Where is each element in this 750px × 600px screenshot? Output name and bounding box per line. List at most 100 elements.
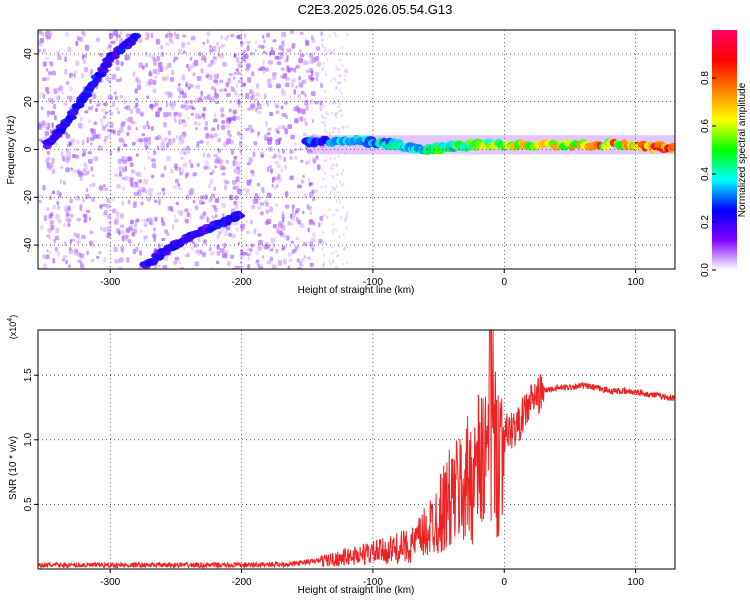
heatmap-cell [324, 242, 327, 246]
heatmap-cell [119, 95, 123, 99]
heatmap-cell [288, 258, 293, 263]
heatmap-cell [177, 112, 182, 118]
heatmap-cell [312, 158, 316, 165]
heatmap-cell [128, 199, 131, 206]
heatmap-cell [228, 73, 234, 77]
heatmap-cell [55, 213, 60, 220]
heatmap-cell [135, 97, 139, 101]
heatmap-cell [287, 265, 290, 269]
heatmap-cell [135, 218, 140, 223]
heatmap-cell [336, 67, 339, 71]
heatmap-cell [91, 132, 94, 137]
heatmap-cell [314, 56, 319, 62]
heatmap-cell [299, 223, 305, 228]
heatmap-cell [276, 83, 281, 89]
heatmap-cell [233, 71, 237, 75]
heatmap-cell [230, 85, 233, 92]
heatmap-cell [233, 168, 236, 174]
heatmap-cell [281, 247, 285, 252]
heatmap-cell [299, 116, 304, 122]
heatmap-cell [271, 264, 277, 269]
spectrogram-plot-area [38, 30, 675, 269]
heatmap-cell [307, 177, 310, 182]
heatmap-cell [173, 214, 176, 218]
heatmap-cell [332, 76, 335, 80]
heatmap-cell [287, 67, 292, 73]
heatmap-cell [278, 230, 283, 235]
heatmap-cell [338, 58, 341, 62]
heatmap-cell [223, 88, 227, 92]
snr-series-line [38, 330, 675, 569]
heatmap-cell [208, 74, 213, 81]
heatmap-cell [179, 149, 184, 155]
heatmap-cell [321, 231, 324, 235]
heatmap-cell [214, 88, 217, 94]
heatmap-cell [111, 208, 117, 214]
heatmap-cell [236, 161, 241, 167]
heatmap-cell [82, 213, 88, 219]
heatmap-cell [54, 246, 58, 252]
heatmap-cell [182, 163, 188, 168]
heatmap-cell [38, 199, 42, 204]
heatmap-cell [278, 51, 283, 56]
heatmap-cell [300, 159, 304, 163]
heatmap-cell [132, 248, 137, 255]
heatmap-cell [330, 163, 333, 167]
heatmap-cell [174, 166, 178, 171]
heatmap-cell [253, 141, 258, 146]
colorbar-ticks: 0.0 0.2 0.4 0.6 0.8 [700, 71, 716, 277]
heatmap-cell [112, 31, 116, 36]
heatmap-cell [87, 119, 92, 123]
heatmap-cell [289, 149, 294, 154]
heatmap-cell [195, 84, 201, 90]
heatmap-cell [204, 241, 208, 246]
heatmap-cell [263, 133, 269, 139]
heatmap-cell [321, 168, 324, 172]
heatmap-cell [65, 114, 77, 121]
heatmap-cell [213, 112, 216, 119]
heatmap-cell [254, 41, 258, 45]
heatmap-cell [174, 218, 179, 223]
heatmap-cell [205, 121, 208, 126]
heatmap-cell [303, 192, 308, 199]
heatmap-cell [196, 141, 200, 147]
heatmap-cell [219, 88, 223, 93]
heatmap-cell [221, 228, 224, 233]
heatmap-cell [320, 185, 323, 189]
heatmap-cell [179, 171, 183, 176]
heatmap-cell [180, 75, 185, 81]
heatmap-cell [162, 121, 166, 126]
heatmap-cell [41, 106, 44, 111]
heatmap-cell [173, 56, 179, 61]
heatmap-cell [199, 140, 204, 144]
heatmap-cell [323, 121, 326, 125]
heatmap-cell [82, 33, 87, 37]
heatmap-cell [91, 105, 94, 110]
heatmap-cell [276, 61, 282, 66]
heatmap-cell [157, 264, 161, 268]
heatmap-cell [107, 95, 113, 100]
heatmap-cell [181, 139, 185, 144]
heatmap-cell [256, 110, 262, 115]
heatmap-cell [124, 234, 129, 239]
heatmap-cell [106, 134, 112, 139]
heatmap-cell [174, 256, 180, 261]
heatmap-cell [342, 233, 345, 237]
heatmap-cell [160, 173, 165, 178]
heatmap-cell [67, 95, 71, 100]
y-tick-label: 1.5 [23, 368, 34, 382]
heatmap-cell [244, 68, 250, 72]
heatmap-cell [43, 93, 46, 100]
heatmap-cell [190, 36, 196, 41]
heatmap-cell [194, 120, 197, 125]
heatmap-cell [217, 124, 220, 130]
heatmap-cell [235, 116, 240, 120]
heatmap-cell [264, 67, 269, 72]
heatmap-cell [80, 116, 83, 122]
heatmap-cell [206, 73, 210, 78]
heatmap-cell [168, 32, 173, 38]
heatmap-cell [48, 60, 52, 66]
heatmap-cell [335, 85, 338, 89]
heatmap-cell [317, 164, 321, 171]
heatmap-cell [169, 169, 174, 174]
